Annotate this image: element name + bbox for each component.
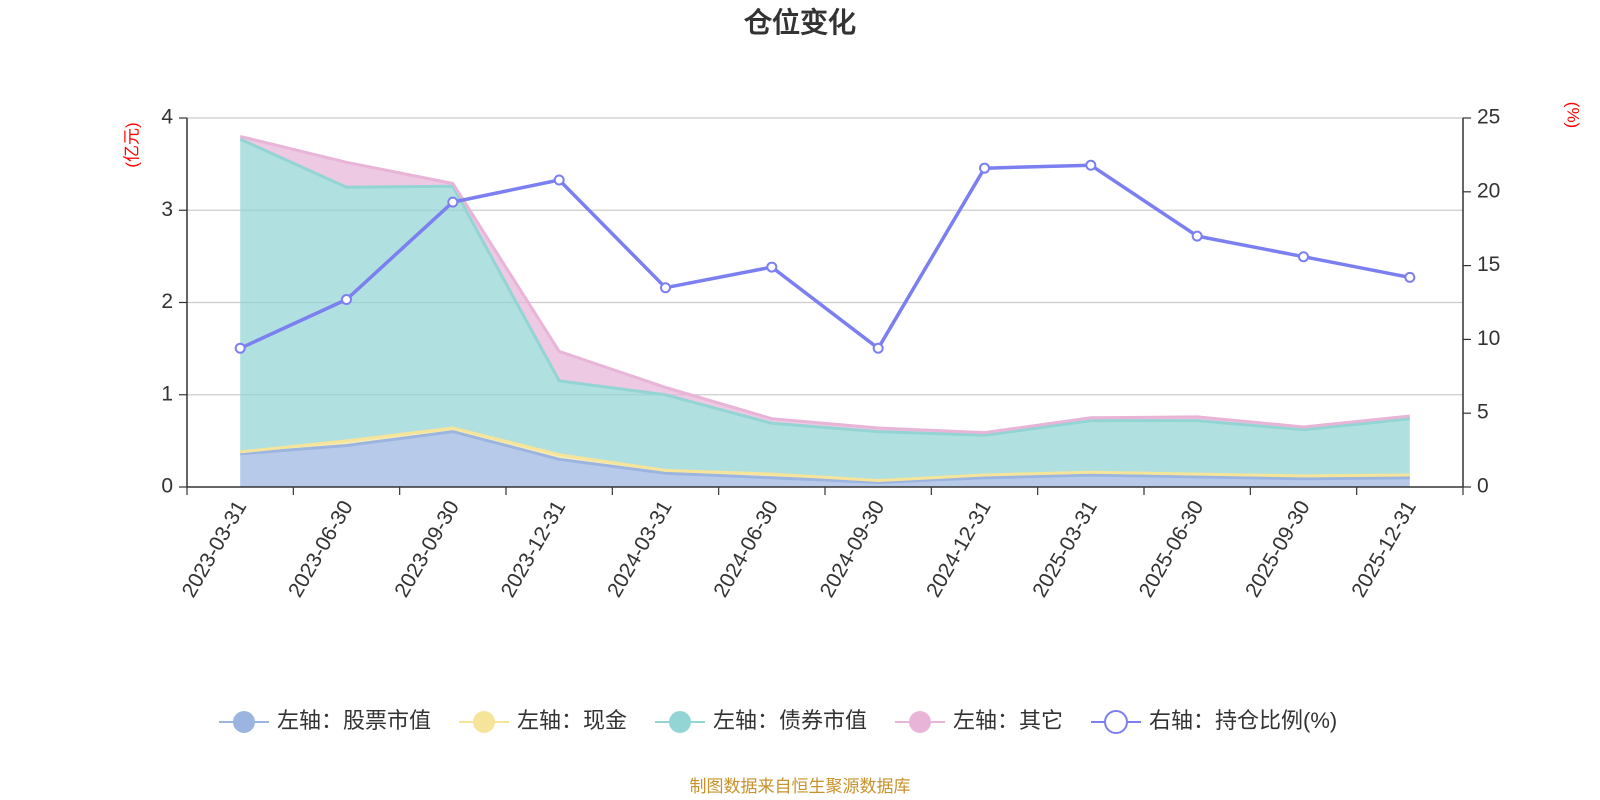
legend[interactable]: 左轴：股票市值 左轴：现金 左轴：债券市值 左轴：其它 右轴：持仓比例(%) — [219, 708, 1337, 734]
data-source-note: 制图数据来自恒生聚源数据库 — [690, 777, 911, 796]
right-tick-label: 0 — [1477, 475, 1489, 498]
area-other — [240, 136, 1410, 436]
legend-label: 左轴：其它 — [953, 708, 1063, 733]
area-stock — [240, 431, 1410, 487]
ratio-point — [872, 342, 884, 354]
x-tick-label: 2023-09-30 — [390, 497, 464, 602]
right-tick-label: 15 — [1477, 253, 1500, 276]
legend-label: 右轴：持仓比例(%) — [1149, 708, 1337, 733]
ratio-point — [766, 261, 778, 273]
area-edge-cash — [240, 426, 1410, 483]
ratio-point — [447, 196, 459, 208]
ratio-line — [239, 163, 1411, 351]
area-edge-bond — [239, 137, 1410, 437]
left-tick-label: 0 — [161, 475, 173, 498]
legend-marker-icon — [233, 711, 255, 733]
legend-marker-icon — [473, 711, 495, 733]
legend-item[interactable]: 左轴：债券市值 — [655, 708, 867, 733]
ratio-point — [341, 294, 352, 306]
ratio-line-layer — [234, 159, 1416, 354]
right-axis-unit: (%) — [1564, 102, 1583, 128]
left-tick-label: 1 — [161, 382, 173, 405]
left-axis-unit: (亿元) — [122, 122, 141, 167]
x-tick-label: 2024-06-30 — [709, 497, 783, 602]
stacked-areas — [239, 134, 1410, 487]
x-tick-label: 2025-03-31 — [1028, 497, 1102, 602]
legend-item[interactable]: 左轴：现金 — [459, 708, 627, 733]
legend-marker-icon — [669, 711, 691, 733]
left-tick-label: 4 — [161, 106, 173, 129]
legend-item[interactable]: 右轴：持仓比例(%) — [1091, 708, 1337, 734]
ratio-point — [979, 162, 990, 174]
area-edge-stock — [240, 430, 1410, 484]
x-tick-label: 2025-12-31 — [1347, 497, 1421, 602]
right-tick-label: 5 — [1477, 401, 1489, 424]
ratio-point — [234, 342, 246, 354]
x-tick-label: 2023-06-30 — [284, 497, 358, 602]
legend-marker-icon — [909, 711, 931, 733]
legend-label: 左轴：债券市值 — [713, 708, 867, 733]
ratio-point — [1298, 251, 1309, 263]
ratio-point — [553, 174, 565, 186]
legend-label: 左轴：股票市值 — [277, 708, 431, 733]
right-tick-label: 20 — [1477, 179, 1500, 202]
ratio-point — [1085, 159, 1097, 171]
ratio-point — [660, 282, 671, 294]
legend-marker-icon — [1104, 710, 1128, 734]
area-bond — [240, 139, 1410, 481]
ratio-point — [1404, 271, 1416, 283]
chart-title: 仓位变化 — [744, 6, 856, 38]
legend-item[interactable]: 左轴：股票市值 — [219, 708, 431, 733]
left-tick-label: 2 — [161, 290, 173, 313]
x-tick-label: 2023-12-31 — [497, 497, 571, 602]
x-tick-label: 2024-03-31 — [603, 497, 677, 602]
x-tick-label: 2024-09-30 — [816, 497, 890, 602]
right-tick-label: 10 — [1477, 327, 1500, 350]
x-tick-label: 2023-03-31 — [178, 497, 252, 602]
legend-label: 左轴：现金 — [517, 708, 627, 733]
x-tick-label: 2025-09-30 — [1241, 497, 1315, 602]
x-tick-label: 2024-12-31 — [922, 497, 996, 602]
left-tick-label: 3 — [161, 198, 173, 221]
legend-item[interactable]: 左轴：其它 — [895, 708, 1063, 733]
ratio-point — [1191, 230, 1203, 242]
right-tick-label: 25 — [1477, 106, 1500, 129]
x-tick-label: 2025-06-30 — [1135, 497, 1209, 602]
area-edge-other — [239, 134, 1410, 435]
